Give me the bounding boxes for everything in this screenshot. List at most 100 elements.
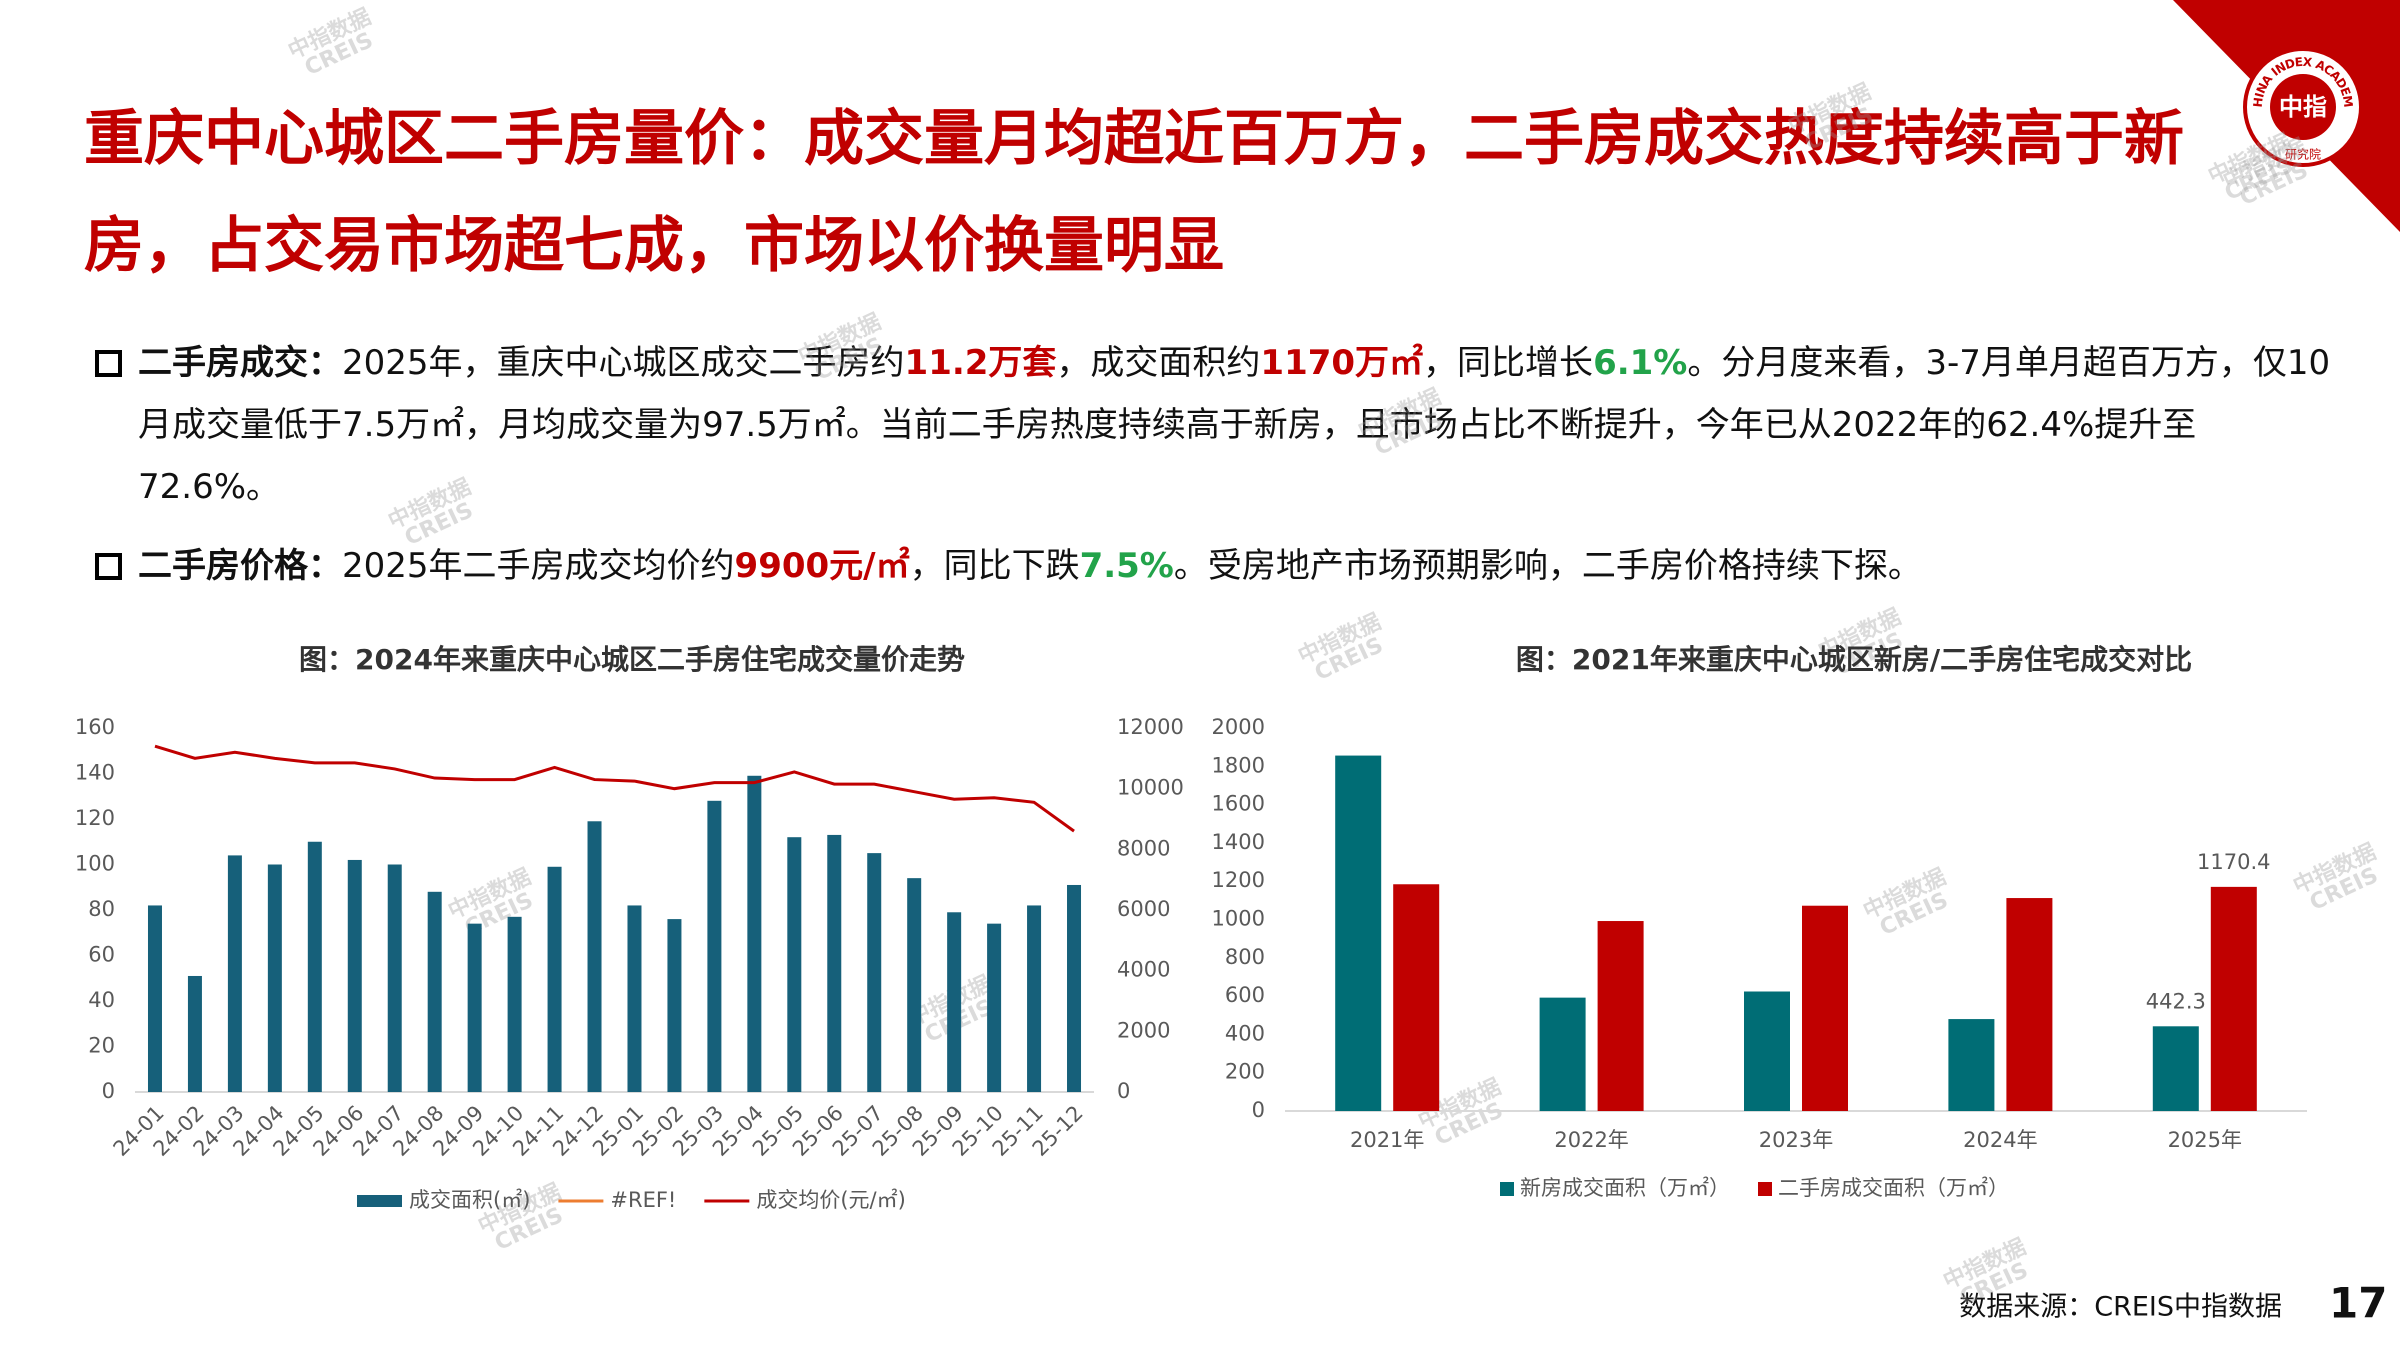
bar: [547, 866, 562, 1092]
y-tick-label: 140: [75, 761, 115, 785]
logo-name: 中指: [2279, 93, 2327, 121]
bar: [1948, 1019, 1995, 1111]
legend-swatch: [1758, 1182, 1772, 1196]
bullet-text: 11.2万套: [904, 343, 1057, 383]
bar: [987, 923, 1002, 1092]
y-tick-label: 80: [88, 897, 115, 921]
y-tick-label: 800: [1225, 945, 1265, 969]
bar: [1335, 755, 1382, 1111]
y-tick-label: 1400: [1212, 830, 1265, 854]
bar: [2006, 898, 2053, 1111]
bar: [627, 905, 642, 1092]
y-tick-label: 1800: [1212, 753, 1265, 777]
bullet-text: 2025年，重庆中心城区成交二手房约: [342, 343, 905, 383]
y-tick-label: 60: [88, 943, 115, 967]
bar: [1067, 884, 1082, 1092]
bar: [427, 891, 442, 1092]
bar: [1539, 997, 1586, 1111]
bar: [227, 855, 242, 1092]
bar: [147, 905, 162, 1092]
y2-tick-label: 4000: [1117, 958, 1170, 982]
bullet-text: 1170万㎡: [1260, 343, 1424, 383]
bar: [2152, 1026, 2199, 1111]
y-tick-label: 160: [75, 715, 115, 739]
y2-tick-label: 2000: [1117, 1018, 1170, 1042]
x-tick-label: 2024年: [1963, 1128, 2037, 1152]
bullet: 二手房成交：2025年，重庆中心城区成交二手房约11.2万套，成交面积约1170…: [95, 332, 2331, 518]
y-tick-label: 400: [1225, 1021, 1265, 1045]
bullet-text: 7.5%: [1079, 546, 1174, 586]
line: [154, 744, 1075, 833]
y-tick-label: 1000: [1212, 907, 1265, 931]
bar: [827, 834, 842, 1092]
data-label: 442.3: [2146, 989, 2206, 1013]
bar: [707, 800, 722, 1092]
bar: [387, 864, 402, 1092]
bullet-text: ，成交面积约: [1056, 343, 1261, 383]
source: 数据来源：CREIS中指数据: [1959, 1292, 2282, 1323]
y-tick-label: 200: [1225, 1060, 1265, 1084]
y-tick-label: 1200: [1212, 868, 1265, 892]
bar: [267, 864, 282, 1092]
bullet-list: 二手房成交：2025年，重庆中心城区成交二手房约11.2万套，成交面积约1170…: [95, 332, 2331, 614]
y-tick-label: 2000: [1212, 715, 1265, 739]
data-label: 1170.4: [2197, 850, 2270, 874]
bullet-marker: [95, 553, 122, 580]
bar: [347, 859, 362, 1092]
bar: [747, 775, 762, 1092]
y-tick-label: 600: [1225, 983, 1265, 1007]
legend-label: 成交均价(元/㎡): [756, 1188, 905, 1212]
bullet-text: 二手房成交：: [138, 343, 342, 383]
bar: [1802, 905, 1848, 1111]
bullet: 二手房价格：2025年二手房成交均价约9900元/㎡，同比下跌7.5%。受房地产…: [95, 535, 2331, 597]
legend-label: #REF!: [610, 1188, 676, 1212]
bullet-text: 6.1%: [1593, 343, 1688, 383]
chart-title: 图：2021年来重庆中心城区新房/二手房住宅成交对比: [1516, 643, 2192, 676]
legend-label: 新房成交面积（万㎡）: [1520, 1176, 1730, 1200]
y2-tick-label: 6000: [1117, 897, 1170, 921]
legend-swatch: [357, 1195, 402, 1207]
bullet-text: 2025年二手房成交均价约: [342, 546, 735, 586]
page-number: 17: [2329, 1279, 2387, 1328]
bullet-text: 二手房价格：: [138, 546, 342, 586]
y-tick-label: 0: [1252, 1098, 1265, 1122]
x-tick-label: 2022年: [1554, 1128, 1628, 1152]
bar: [2210, 886, 2257, 1111]
bullet-text: 9900元/㎡: [734, 546, 910, 586]
bullet-text: 。受房地产市场预期影响，二手房价格持续下探。: [1173, 546, 1922, 586]
bar: [907, 878, 922, 1092]
bullet-text: ，同比增长: [1423, 343, 1594, 383]
bullet-text: 。分月度来看，3-7月单月超百万方，仅10月成交量低于7.5万㎡，月均成交量为9…: [138, 343, 2331, 507]
legend-label: 二手房成交面积（万㎡）: [1778, 1176, 2009, 1200]
bar: [1027, 905, 1042, 1092]
y-tick-label: 0: [102, 1079, 115, 1103]
slide-title: 重庆中心城区二手房量价：成交量月均超近百万方，二手房成交热度持续高于新房，占交易…: [84, 104, 2184, 281]
logo-sub: 研究院: [2285, 147, 2321, 162]
bullet-marker: [95, 350, 122, 377]
y-tick-label: 20: [88, 1034, 115, 1058]
bar: [187, 975, 202, 1092]
bar: [867, 853, 882, 1092]
bar: [1597, 921, 1644, 1111]
bar: [587, 821, 602, 1092]
y2-tick-label: 10000: [1117, 776, 1184, 800]
logo-core: [2270, 74, 2336, 140]
y-tick-label: 100: [75, 852, 115, 876]
bar: [507, 916, 522, 1092]
x-tick-label: 2021年: [1350, 1128, 1424, 1152]
legend-swatch: [1500, 1182, 1514, 1196]
y2-tick-label: 0: [1117, 1079, 1130, 1103]
y-tick-label: 120: [75, 806, 115, 830]
bar: [307, 841, 322, 1092]
